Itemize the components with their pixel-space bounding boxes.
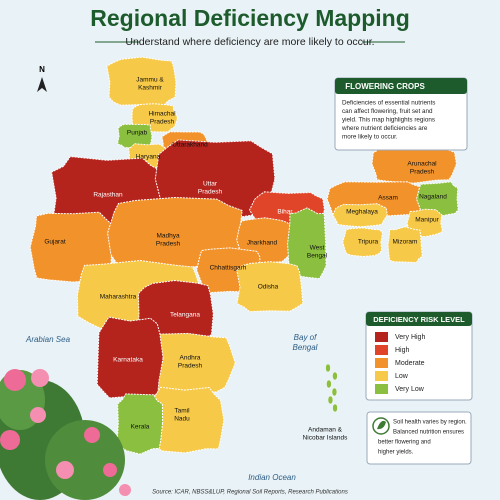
island	[332, 371, 338, 381]
state-label: Telangana	[170, 312, 200, 319]
island	[332, 403, 338, 413]
island	[325, 363, 331, 373]
state	[332, 203, 388, 228]
state-label: Kerala	[131, 424, 150, 431]
subtitle: Understand where deficiency are more lik…	[125, 36, 374, 48]
state-label: Punjab	[127, 130, 148, 137]
state-label: Manipur	[415, 217, 439, 224]
state-label: Bihar	[277, 209, 293, 216]
state-label: Pradesh	[178, 363, 203, 370]
state-label: Nicobar Islands	[303, 435, 349, 442]
state	[236, 261, 304, 313]
state-label: Uttar	[203, 181, 218, 188]
state	[96, 316, 164, 399]
state-label: Arunachal	[407, 161, 437, 168]
note-line: better flowering and	[378, 440, 431, 446]
state-label: Nagaland	[419, 194, 447, 201]
sea-label: Indian Ocean	[248, 473, 296, 482]
north-arrow	[37, 77, 47, 92]
info-title: FLOWERING CROPS	[345, 82, 425, 91]
state-label: Bengal	[307, 253, 328, 260]
state-label: Tamil	[174, 408, 190, 415]
states	[29, 56, 459, 455]
info-line: where nutrient deficiencies are	[341, 125, 428, 132]
state-label: Meghalaya	[346, 209, 378, 216]
compass-label: N	[39, 65, 45, 74]
state-label: Chhattisgarh	[210, 265, 247, 272]
state-label: Uttarakhand	[172, 142, 208, 149]
state-label: Rajasthan	[93, 192, 123, 199]
legend-label: High	[395, 347, 410, 354]
state-label: Jharkhand	[247, 240, 278, 247]
state-label: Maharashtra	[100, 294, 137, 301]
state-label: Madhya	[156, 233, 180, 240]
state	[342, 227, 384, 258]
state-label: Karnataka	[113, 357, 143, 364]
note-line: Balanced nutrition ensures	[393, 430, 464, 436]
legend-swatch	[375, 358, 388, 368]
sea-label: Bengal	[293, 343, 318, 352]
state-label: Mizoram	[393, 239, 418, 246]
source: Source: ICAR, NBSS&LUP, Regional Soil Re…	[152, 490, 348, 496]
legend-label: Low	[395, 373, 409, 380]
note-text: Soil health varies by region. Balanced nu…	[378, 420, 467, 456]
note-box	[366, 411, 472, 465]
island	[327, 395, 334, 405]
sea-label: Bay of	[294, 333, 317, 342]
legend: Very High High Moderate Low Very Low	[375, 332, 425, 394]
info-header	[335, 78, 467, 94]
state-label: Jammu &	[136, 77, 164, 84]
state	[29, 211, 114, 283]
legend-swatch	[375, 384, 388, 394]
state-label: Pradesh	[198, 189, 223, 196]
state-label: Tripura	[358, 239, 379, 246]
legend-title: DEFICIENCY RISK LEVEL	[373, 315, 465, 324]
legend-header	[366, 312, 472, 326]
info-line: Deficiencies of essential nutrients	[342, 100, 435, 107]
state	[116, 393, 164, 455]
legend-label: Very Low	[395, 386, 425, 393]
leaf-icon	[377, 420, 386, 430]
info-line: more likely to occur.	[342, 134, 398, 141]
state	[387, 226, 423, 264]
info-line: yield. This map highlights regions	[342, 117, 435, 124]
state	[287, 207, 327, 280]
state	[415, 181, 459, 218]
legend-swatch	[375, 371, 388, 381]
state-label: Haryana	[136, 154, 161, 161]
state-label: Himachal	[148, 111, 176, 118]
state-label: Andaman &	[308, 427, 343, 434]
sea-label: Arabian Sea	[25, 335, 71, 344]
state-label: Odisha	[258, 284, 279, 291]
island	[326, 379, 332, 389]
state-label: Gujarat	[44, 239, 66, 246]
state-label: Pradesh	[156, 241, 181, 248]
state-label: Andhra	[180, 355, 201, 362]
legend-swatch	[375, 332, 388, 342]
title: Regional Deficiency Mapping	[90, 5, 410, 31]
info-line: can affect flowering, fruit set and	[342, 108, 433, 115]
state	[142, 332, 236, 393]
note-line: Soil health varies by region.	[393, 420, 467, 426]
state-label: Pradesh	[410, 169, 435, 176]
legend-label: Moderate	[395, 360, 425, 367]
flower-decoration	[0, 369, 131, 500]
legend-label: Very High	[395, 334, 425, 341]
state-labels: Jammu &KashmirHimachalPradeshPunjabUttar…	[44, 77, 447, 442]
state-label: West	[310, 245, 325, 252]
legend-swatch	[375, 345, 388, 355]
state-label: Kashmir	[138, 85, 163, 92]
note-line: higher yields.	[378, 450, 414, 456]
state-label: Pradesh	[150, 119, 175, 126]
state-label: Assam	[378, 195, 398, 202]
state-label: Nadu	[174, 416, 190, 423]
state	[106, 56, 177, 107]
island	[331, 387, 338, 397]
